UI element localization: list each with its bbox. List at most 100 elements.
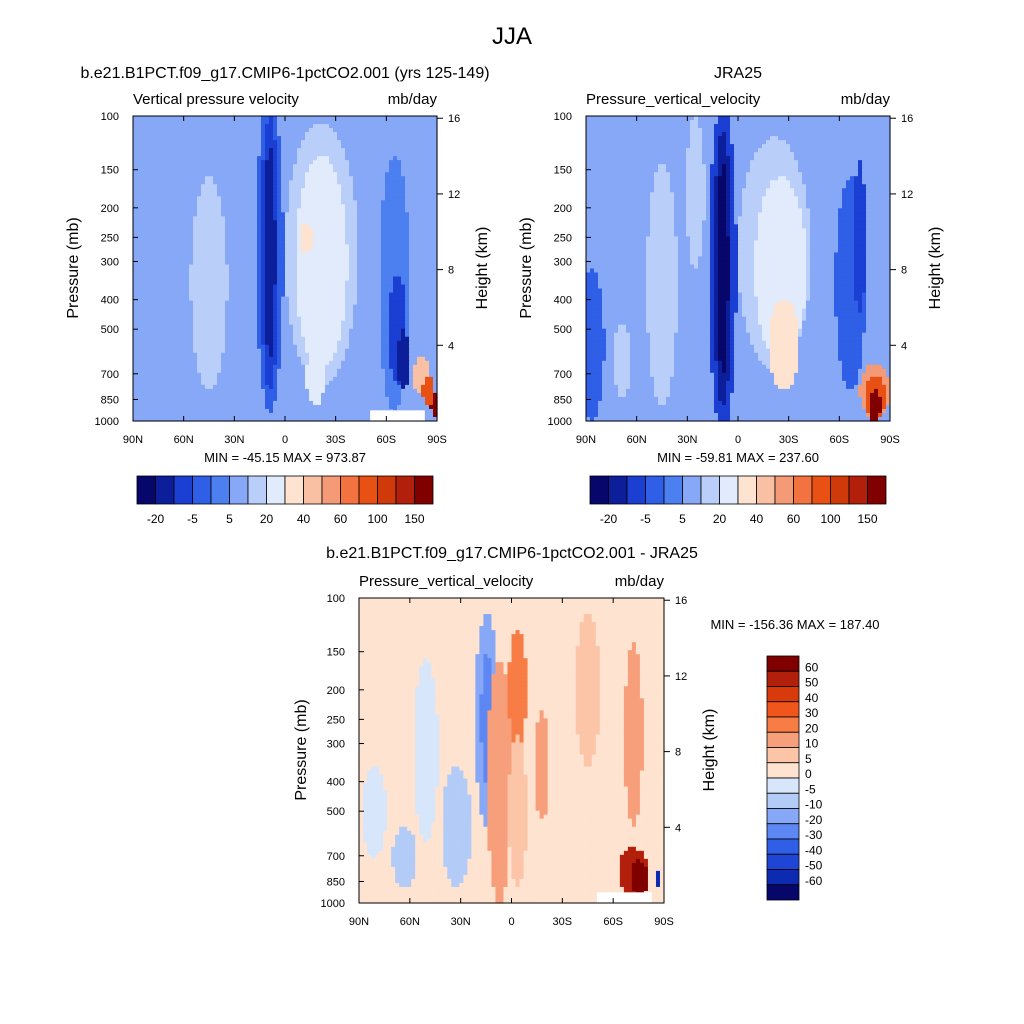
field-cell bbox=[409, 292, 414, 298]
field-cell bbox=[297, 224, 302, 229]
field-cell bbox=[161, 336, 166, 342]
field-cell bbox=[185, 172, 190, 177]
field-cell bbox=[245, 304, 250, 310]
field-cell bbox=[157, 332, 162, 338]
field-cell bbox=[289, 216, 294, 221]
field-cell bbox=[273, 364, 278, 370]
field-cell bbox=[429, 204, 434, 209]
field-cell bbox=[341, 148, 346, 153]
field-cell bbox=[357, 336, 362, 342]
field-cell bbox=[349, 128, 354, 133]
field-cell bbox=[421, 120, 426, 125]
field-cell bbox=[433, 136, 438, 141]
field-cell bbox=[329, 144, 334, 149]
field-cell bbox=[361, 120, 366, 125]
field-cell bbox=[153, 228, 158, 233]
field-cell bbox=[269, 356, 274, 362]
field-cell bbox=[205, 264, 210, 270]
field-cell bbox=[365, 368, 370, 374]
field-cell bbox=[321, 352, 326, 358]
field-cell bbox=[377, 220, 382, 225]
field-cell bbox=[249, 328, 254, 334]
field-cell bbox=[289, 132, 294, 137]
field-cell bbox=[205, 376, 210, 382]
field-cell bbox=[153, 372, 158, 378]
field-cell bbox=[329, 236, 334, 241]
field-cell bbox=[137, 360, 142, 366]
field-cell bbox=[277, 156, 282, 161]
field-cell bbox=[201, 228, 206, 233]
field-cell bbox=[309, 376, 314, 382]
field-cell bbox=[413, 156, 418, 161]
field-cell bbox=[225, 264, 230, 270]
field-cell bbox=[265, 368, 270, 374]
field-cell bbox=[341, 280, 346, 286]
field-cell bbox=[177, 232, 182, 237]
field-cell bbox=[269, 368, 274, 374]
field-cell bbox=[381, 292, 386, 298]
field-cell bbox=[209, 364, 214, 370]
field-cell bbox=[221, 120, 226, 125]
field-cell bbox=[141, 304, 146, 310]
field-cell bbox=[425, 228, 430, 233]
field-cell bbox=[261, 308, 266, 314]
field-cell bbox=[269, 160, 274, 165]
field-cell bbox=[341, 120, 346, 125]
field-cell bbox=[357, 224, 362, 229]
field-cell bbox=[345, 268, 350, 274]
field-cell bbox=[201, 156, 206, 161]
field-cell bbox=[197, 228, 202, 233]
field-cell bbox=[249, 196, 254, 201]
field-cell bbox=[145, 212, 150, 217]
field-cell bbox=[229, 332, 234, 338]
field-cell bbox=[245, 152, 250, 157]
field-cell bbox=[285, 164, 290, 169]
field-cell bbox=[221, 304, 226, 310]
field-cell bbox=[249, 316, 254, 322]
field-cell bbox=[225, 332, 230, 338]
field-cell bbox=[381, 168, 386, 173]
field-cell bbox=[193, 328, 198, 334]
field-cell bbox=[381, 156, 386, 161]
field-cell bbox=[413, 164, 418, 169]
field-cell bbox=[141, 148, 146, 153]
field-cell bbox=[357, 344, 362, 350]
field-cell bbox=[365, 116, 370, 121]
field-cell bbox=[393, 260, 398, 266]
field-cell bbox=[341, 224, 346, 229]
field-cell bbox=[177, 176, 182, 181]
field-cell bbox=[337, 248, 342, 254]
field-cell bbox=[369, 200, 374, 205]
field-cell bbox=[305, 132, 310, 137]
field-cell bbox=[429, 272, 434, 278]
field-cell bbox=[373, 304, 378, 310]
field-cell bbox=[337, 228, 342, 233]
field-cell bbox=[413, 196, 418, 201]
field-cell bbox=[257, 288, 262, 294]
field-cell bbox=[209, 292, 214, 298]
field-cell bbox=[221, 248, 226, 254]
field-cell bbox=[317, 136, 322, 141]
field-cell bbox=[197, 312, 202, 318]
field-cell bbox=[157, 328, 162, 334]
field-cell bbox=[249, 232, 254, 237]
field-cell bbox=[189, 172, 194, 177]
field-cell bbox=[329, 252, 334, 258]
field-cell bbox=[357, 208, 362, 213]
field-cell bbox=[253, 312, 258, 318]
field-cell bbox=[205, 236, 210, 241]
field-cell bbox=[301, 148, 306, 153]
field-cell bbox=[349, 324, 354, 330]
field-cell bbox=[421, 296, 426, 302]
field-cell bbox=[393, 328, 398, 334]
field-cell bbox=[325, 244, 330, 250]
field-cell bbox=[393, 316, 398, 322]
field-cell bbox=[145, 308, 150, 314]
field-cell bbox=[281, 352, 286, 358]
field-cell bbox=[337, 128, 342, 133]
field-cell bbox=[381, 300, 386, 306]
field-cell bbox=[345, 364, 350, 370]
field-cell bbox=[337, 200, 342, 205]
field-cell bbox=[193, 356, 198, 362]
field-cell bbox=[317, 116, 322, 121]
